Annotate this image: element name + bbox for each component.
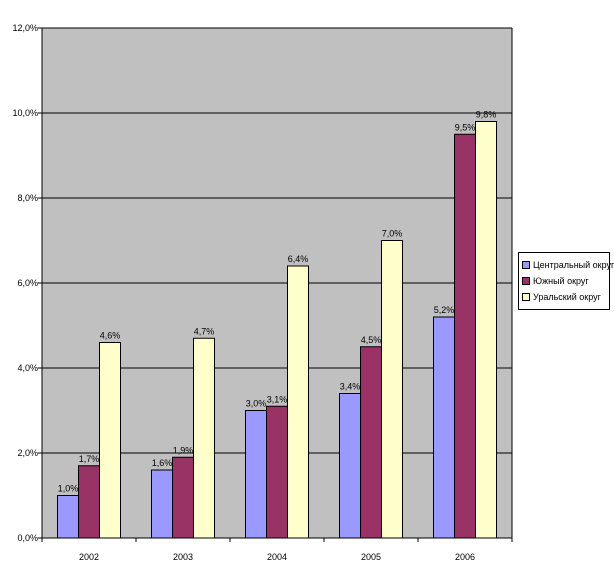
data-label-series-0-2004: 3,0% <box>246 399 267 409</box>
plot-area: 0,0% 2,0% 4,0% 6,0% 8,0% 10,0% 12,0% 1,0% 1,7% 4,… <box>12 23 513 562</box>
y-tick-label-1: 2,0% <box>17 448 38 458</box>
legend-swatch-series-1 <box>522 277 530 285</box>
y-tick-label-4: 8,0% <box>17 193 38 203</box>
bar-series-2-2006 <box>475 121 497 539</box>
x-tick-label-2004: 2004 <box>267 552 287 562</box>
legend-swatch-series-0 <box>522 261 530 269</box>
legend-label-series-2: Уральский округ <box>533 292 601 302</box>
x-tick-label-2005: 2005 <box>361 552 381 562</box>
y-tick-label-6: 12,0% <box>12 23 38 33</box>
data-label-series-1-2003: 1,9% <box>173 445 194 455</box>
data-label-series-0-2005: 3,4% <box>340 382 361 392</box>
data-label-series-2-2002: 4,6% <box>100 331 121 341</box>
x-tick-label-2006: 2006 <box>455 552 475 562</box>
legend-item-series-1: Южный округ <box>522 273 606 289</box>
bar-series-0-2006 <box>433 316 455 539</box>
legend-label-series-1: Южный округ <box>533 276 589 286</box>
legend-swatch-series-2 <box>522 293 530 301</box>
data-label-series-2-2006: 9,8% <box>476 110 497 120</box>
data-label-series-2-2003: 4,7% <box>194 326 215 336</box>
bar-series-1-2006 <box>454 133 476 539</box>
bar-series-1-2005 <box>360 346 382 539</box>
bar-series-2-2005 <box>381 240 403 539</box>
data-label-series-0-2006: 5,2% <box>434 305 455 315</box>
y-tick-label-3: 6,0% <box>17 278 38 288</box>
y-tick-label-0: 0,0% <box>17 533 38 543</box>
data-label-series-1-2005: 4,5% <box>361 335 382 345</box>
data-label-series-1-2002: 1,7% <box>79 454 100 464</box>
bar-series-2-2004 <box>287 265 309 539</box>
bar-series-0-2002 <box>57 495 79 539</box>
bar-series-0-2003 <box>151 469 173 539</box>
bar-series-2-2003 <box>193 337 215 539</box>
bar-series-1-2004 <box>266 405 288 539</box>
data-label-series-2-2005: 7,0% <box>382 229 403 239</box>
bar-series-0-2004 <box>245 410 267 539</box>
data-label-series-1-2004: 3,1% <box>267 394 288 404</box>
legend-item-series-2: Уральский округ <box>522 289 606 305</box>
legend-item-series-0: Центральный округ <box>522 257 614 273</box>
x-tick-label-2002: 2002 <box>79 552 99 562</box>
data-label-series-2-2004: 6,4% <box>288 254 309 264</box>
y-tick-label-5: 10,0% <box>12 108 38 118</box>
data-label-series-1-2006: 9,5% <box>455 122 476 132</box>
x-tick-label-2003: 2003 <box>173 552 193 562</box>
legend: Центральный округ Южный округ Уральский … <box>518 252 614 310</box>
bar-series-1-2002 <box>78 465 100 539</box>
bar-series-2-2002 <box>99 342 121 539</box>
data-label-series-0-2002: 1,0% <box>58 484 79 494</box>
y-tick-label-2: 4,0% <box>17 363 38 373</box>
bar-series-1-2003 <box>172 456 194 539</box>
data-label-series-0-2003: 1,6% <box>152 458 173 468</box>
legend-label-series-0: Центральный округ <box>533 260 614 270</box>
bar-series-0-2005 <box>339 393 361 539</box>
